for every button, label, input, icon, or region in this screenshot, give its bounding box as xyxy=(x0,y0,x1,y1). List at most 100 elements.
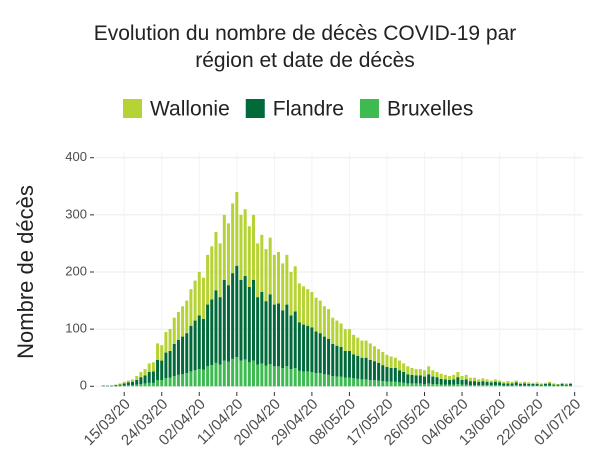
bar xyxy=(118,383,122,385)
bar xyxy=(302,371,306,387)
bar xyxy=(485,385,489,387)
bar xyxy=(402,382,406,387)
bar xyxy=(139,372,143,378)
bar xyxy=(122,385,126,387)
bar xyxy=(485,381,489,386)
bar xyxy=(243,209,247,276)
bar xyxy=(122,381,126,384)
bar xyxy=(277,366,281,387)
bar xyxy=(502,381,506,384)
bar xyxy=(222,360,226,387)
bar xyxy=(339,346,343,377)
bar xyxy=(143,369,147,376)
bar xyxy=(364,379,368,387)
bar xyxy=(377,380,381,387)
bar xyxy=(439,384,443,387)
bar xyxy=(251,214,255,280)
bar xyxy=(372,346,376,362)
bar xyxy=(356,356,360,379)
bar xyxy=(568,382,572,384)
bar xyxy=(147,363,151,372)
bar xyxy=(185,333,189,374)
bar xyxy=(368,343,372,360)
bar xyxy=(498,380,502,383)
bar xyxy=(347,329,351,351)
bar xyxy=(406,374,410,384)
bar xyxy=(493,385,497,387)
bar xyxy=(464,379,468,385)
bar xyxy=(381,381,385,387)
bar xyxy=(402,372,406,383)
bar xyxy=(502,383,506,386)
bar xyxy=(527,385,531,387)
bar xyxy=(489,380,493,383)
bar xyxy=(285,304,289,367)
bar xyxy=(414,369,418,376)
bar xyxy=(106,385,110,387)
bar xyxy=(256,297,260,365)
bar xyxy=(318,300,322,334)
legend-label: Flandre xyxy=(273,98,344,121)
bar xyxy=(556,385,560,387)
bar xyxy=(281,368,285,387)
bar xyxy=(176,340,180,375)
bar xyxy=(531,385,535,387)
bar xyxy=(314,297,318,332)
bar xyxy=(531,382,535,384)
bar xyxy=(397,382,401,387)
bar xyxy=(256,243,260,298)
bar xyxy=(406,366,410,375)
bar xyxy=(247,286,251,363)
bar xyxy=(226,361,230,387)
bar xyxy=(285,254,289,305)
bar xyxy=(552,385,556,387)
bar xyxy=(243,359,247,387)
bar xyxy=(293,266,297,312)
bar xyxy=(118,384,122,386)
bar xyxy=(239,214,243,280)
bar xyxy=(218,243,222,298)
bar xyxy=(431,370,435,377)
bar xyxy=(335,345,339,377)
bar xyxy=(160,345,164,361)
bar xyxy=(352,378,356,387)
bar xyxy=(226,223,230,286)
bar xyxy=(556,384,560,385)
bar xyxy=(101,385,105,386)
bar xyxy=(568,385,572,387)
bar xyxy=(114,385,118,387)
bar xyxy=(506,385,510,387)
bar xyxy=(381,352,385,366)
bar xyxy=(231,203,235,274)
bar xyxy=(468,377,472,382)
bar xyxy=(331,376,335,387)
bar xyxy=(418,375,422,384)
bar xyxy=(197,315,201,370)
bar xyxy=(306,289,310,326)
bar xyxy=(176,312,180,340)
bar xyxy=(477,381,481,386)
bar xyxy=(268,364,272,387)
legend-label: Wallonie xyxy=(150,98,230,121)
bar xyxy=(377,362,381,381)
bar xyxy=(235,357,239,387)
bar xyxy=(418,383,422,387)
bar xyxy=(289,272,293,316)
bar xyxy=(368,360,372,380)
bar xyxy=(327,374,331,387)
bar xyxy=(410,383,414,387)
bar xyxy=(452,379,456,385)
bar xyxy=(239,360,243,387)
bar xyxy=(131,385,135,387)
bar xyxy=(151,382,155,387)
bar xyxy=(448,380,452,385)
bar xyxy=(181,374,185,387)
bar xyxy=(477,385,481,387)
bar xyxy=(498,385,502,387)
bar xyxy=(168,329,172,351)
bar xyxy=(493,379,497,382)
bar xyxy=(443,374,447,380)
bar xyxy=(160,380,164,387)
bar xyxy=(297,283,301,323)
bar xyxy=(210,299,214,366)
